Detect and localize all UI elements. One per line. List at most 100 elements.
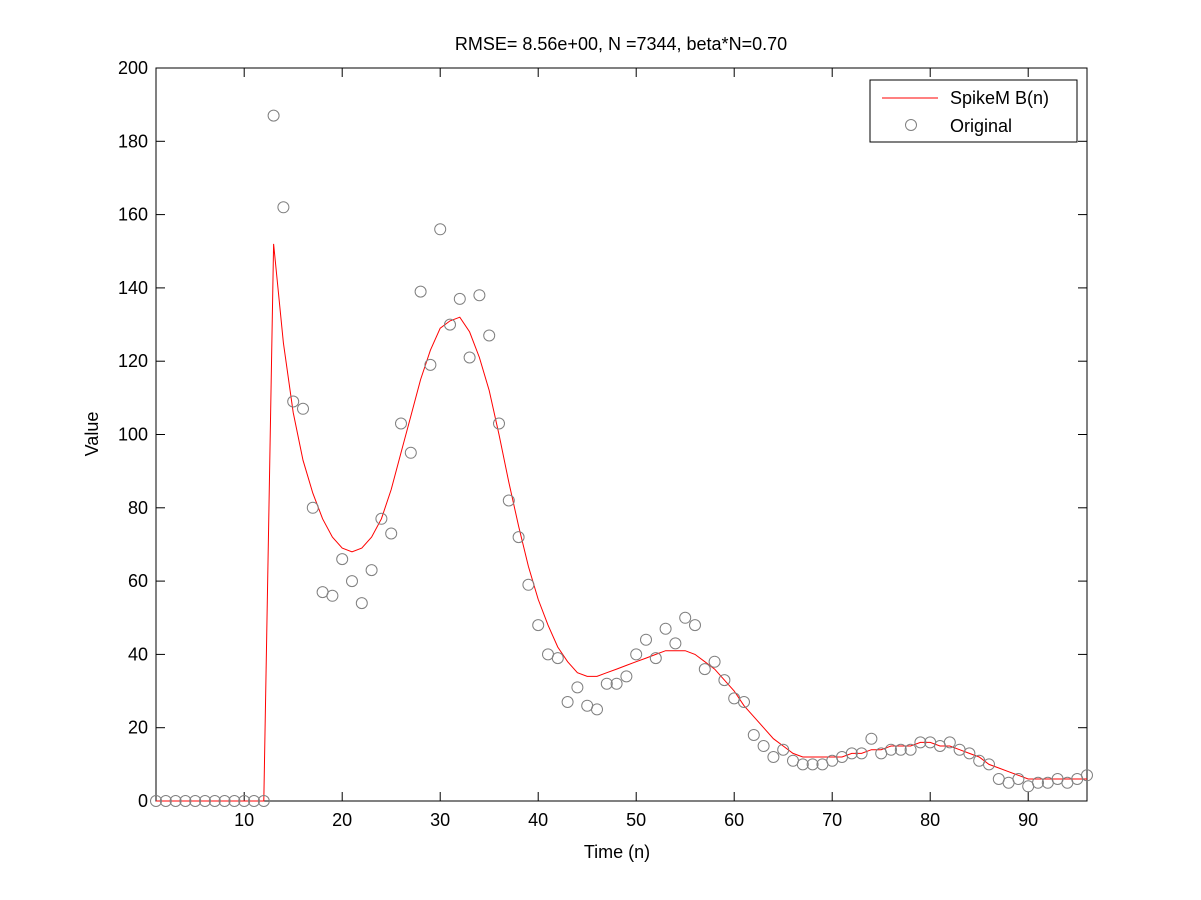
- data-point-original: [336, 553, 349, 566]
- x-tick-label: 10: [234, 810, 254, 830]
- data-point-original: [306, 501, 319, 514]
- legend-label-spikem: SpikeM B(n): [950, 88, 1049, 108]
- data-point-original: [424, 358, 437, 371]
- data-point-original: [777, 743, 790, 756]
- y-tick-label: 40: [128, 644, 148, 664]
- data-point-original: [591, 703, 603, 716]
- data-point-original: [512, 531, 525, 544]
- data-point-original: [904, 743, 917, 756]
- y-axis-label: Value: [82, 412, 102, 457]
- chart-title: RMSE= 8.56e+00, N =7344, beta*N=0.70: [455, 34, 787, 54]
- data-point-original: [355, 597, 368, 610]
- data-point-original: [620, 670, 633, 683]
- data-point-original: [865, 732, 878, 745]
- y-tick-label: 0: [138, 791, 148, 811]
- data-point-original: [493, 417, 505, 430]
- y-tick-label: 180: [118, 131, 148, 151]
- y-tick-label: 140: [118, 278, 148, 298]
- legend-marker-swatch: [905, 119, 917, 131]
- data-point-original: [855, 747, 868, 760]
- data-point-original: [610, 677, 623, 690]
- data-point-original: [277, 201, 290, 214]
- data-point-original: [473, 289, 486, 302]
- data-point-original: [414, 285, 427, 298]
- data-point-original: [257, 795, 270, 807]
- series-line-spikem: [156, 243, 1087, 802]
- data-point-original: [434, 223, 447, 236]
- data-point-original: [346, 575, 358, 588]
- data-point-original: [375, 512, 388, 525]
- data-point-original: [267, 109, 280, 122]
- data-point-original: [1012, 773, 1025, 785]
- data-point-original: [551, 652, 564, 665]
- data-point-original: [806, 758, 819, 771]
- data-point-original: [463, 351, 476, 364]
- data-point-original: [199, 795, 211, 807]
- data-point-original: [228, 795, 241, 807]
- data-point-original: [326, 589, 339, 602]
- x-tick-label: 80: [920, 810, 940, 830]
- y-tick-label: 120: [118, 351, 148, 371]
- y-tick-label: 60: [128, 571, 148, 591]
- data-point-original: [914, 736, 927, 749]
- y-tick-label: 20: [128, 718, 148, 738]
- data-point-original: [747, 729, 760, 741]
- data-point-original: [796, 758, 809, 771]
- x-tick-label: 20: [332, 810, 352, 830]
- data-point-original: [659, 622, 672, 635]
- data-point-original: [983, 758, 995, 771]
- data-point-original: [287, 395, 300, 408]
- data-point-original: [963, 747, 976, 760]
- data-point-original: [453, 292, 466, 305]
- x-tick-label: 90: [1018, 810, 1038, 830]
- data-point-original: [679, 611, 692, 624]
- data-point-original: [718, 674, 731, 687]
- data-point-original: [159, 795, 172, 807]
- data-point-original: [179, 795, 192, 807]
- data-point-original: [218, 795, 231, 807]
- data-point-original: [1081, 769, 1093, 782]
- data-point-original: [1032, 776, 1044, 789]
- x-tick-label: 70: [822, 810, 842, 830]
- y-tick-label: 200: [118, 58, 148, 78]
- data-point-original: [532, 619, 545, 632]
- axis-tick-labels: 10 20 30 40 50 60 70 80 90 0 20 40 60 80 100 120 140 160 1…: [118, 58, 1038, 830]
- data-point-original: [708, 655, 721, 668]
- data-point-original: [943, 736, 956, 749]
- plot-area: 10 20 30 40 50 60 70 80 90 0 20 40 60 80 100 120 140 160 1…: [118, 58, 1093, 830]
- data-point-original: [845, 747, 858, 760]
- data-point-original: [238, 795, 251, 807]
- data-point-original: [483, 329, 496, 342]
- data-point-original: [150, 795, 162, 807]
- data-point-original: [885, 743, 897, 756]
- data-point-original: [395, 417, 407, 430]
- data-point-original: [297, 402, 309, 415]
- x-tick-label: 40: [528, 810, 548, 830]
- data-point-original: [522, 578, 535, 591]
- x-tick-label: 30: [430, 810, 450, 830]
- data-point-original: [404, 446, 417, 459]
- data-point-original: [738, 696, 750, 708]
- data-point-original: [894, 743, 907, 756]
- data-point-original: [600, 677, 613, 690]
- data-point-original: [169, 795, 182, 807]
- data-point-original: [649, 652, 662, 665]
- y-tick-label: 80: [128, 498, 148, 518]
- y-tick-label: 100: [118, 425, 148, 445]
- x-tick-label: 60: [724, 810, 744, 830]
- data-point-original: [669, 637, 682, 650]
- data-point-original: [189, 795, 202, 807]
- data-point-original: [767, 751, 780, 763]
- data-point-original: [640, 633, 652, 646]
- legend: SpikeM B(n) Original: [869, 79, 1078, 143]
- axis-ticks: [156, 67, 1087, 802]
- data-point-original: [689, 619, 701, 632]
- data-point-original: [698, 663, 711, 676]
- data-point-original: [385, 527, 398, 540]
- data-point-original: [248, 795, 260, 807]
- axes-box: [155, 67, 1088, 802]
- y-tick-label: 160: [118, 205, 148, 225]
- x-tick-label: 50: [626, 810, 646, 830]
- data-point-original: [208, 795, 221, 807]
- series-layer: [150, 109, 1093, 807]
